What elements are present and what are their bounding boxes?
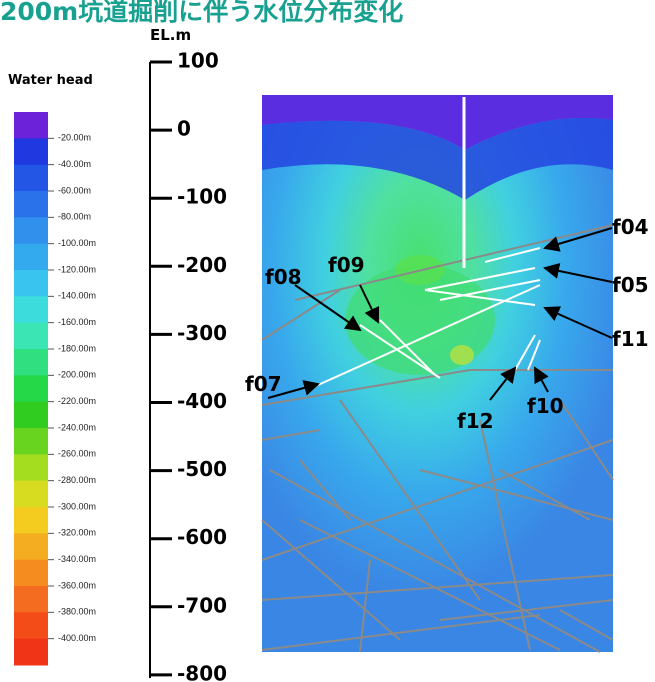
legend-label: -280.00m (58, 475, 96, 485)
legend-label: -220.00m (58, 396, 96, 406)
color-band (14, 586, 48, 613)
color-band (14, 454, 48, 482)
axis-tick-label: -500 (177, 457, 227, 481)
fault-label: f08 (265, 265, 302, 289)
legend-label: -360.00m (58, 580, 96, 590)
color-band (14, 270, 48, 297)
legend-label: -180.00m (58, 343, 96, 353)
color-band (14, 191, 48, 218)
color-band (14, 401, 48, 429)
legend-label: -20.00m (58, 133, 91, 143)
color-band (14, 217, 48, 245)
legend-label: -380.00m (58, 607, 96, 617)
color-band (14, 243, 48, 271)
axis-tick-label: 0 (177, 117, 191, 141)
color-band (14, 112, 48, 139)
axis-tick-label: 100 (177, 49, 219, 73)
color-band (14, 322, 48, 350)
axis-label: EL.m (150, 26, 191, 44)
legend-label: -260.00m (58, 449, 96, 459)
legend-label: -200.00m (58, 370, 96, 380)
fault-label: f09 (328, 253, 365, 277)
legend-label: -400.00m (58, 633, 96, 643)
fault-label: f05 (612, 273, 649, 297)
fault-label: f04 (612, 215, 649, 239)
color-band (14, 164, 48, 192)
color-band (14, 428, 48, 455)
legend-label: -80.00m (58, 212, 91, 222)
legend-title: Water head (8, 73, 93, 88)
color-band (14, 638, 48, 666)
map (261, 95, 614, 653)
legend-label: -320.00m (58, 528, 96, 538)
color-band (14, 480, 48, 508)
legend-label: -60.00m (58, 185, 91, 195)
legend-label: -140.00m (58, 291, 96, 301)
fault-label: f11 (612, 327, 649, 351)
axis-tick-label: -200 (177, 253, 227, 277)
axis-tick-label: -600 (177, 525, 227, 549)
color-band (14, 349, 48, 376)
legend-label: -300.00m (58, 501, 96, 511)
fault-label: f10 (527, 394, 564, 418)
legend-label: -160.00m (58, 317, 96, 327)
axis-tick-label: -300 (177, 321, 227, 345)
axis-tick-label: -400 (177, 389, 227, 413)
legend-label: -120.00m (58, 264, 96, 274)
color-band (14, 559, 48, 587)
fault-label: f07 (245, 372, 282, 396)
color-band (14, 533, 48, 561)
title: 200m坑道掘削に伴う水位分布変化 (0, 0, 403, 26)
color-band (14, 375, 48, 403)
axis-tick-label: -100 (177, 185, 227, 209)
axis-tick-label: -800 (177, 661, 227, 682)
fault-label: f12 (457, 409, 494, 433)
color-band (14, 507, 48, 534)
color-band (14, 296, 48, 324)
color-band (14, 138, 48, 166)
legend-label: -100.00m (58, 238, 96, 248)
legend-label: -240.00m (58, 422, 96, 432)
color-band (14, 612, 48, 640)
legend-label: -340.00m (58, 554, 96, 564)
axis-tick-label: -700 (177, 593, 227, 617)
legend-label: -40.00m (58, 159, 91, 169)
